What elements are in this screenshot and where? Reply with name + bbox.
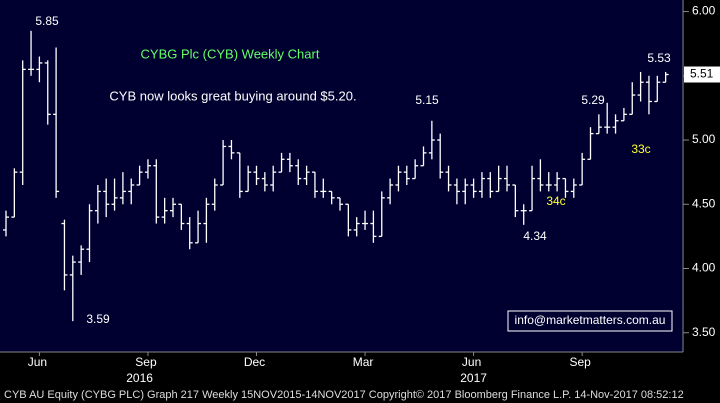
year-label: 2017 [460, 371, 487, 385]
email-box [507, 310, 673, 332]
chart-title: CYBG Plc (CYB) Weekly Chart [141, 46, 320, 61]
x-tick-label: Jun [462, 355, 481, 369]
y-tick-label: 6.00 [692, 4, 716, 18]
x-tick-label: Sep [569, 355, 591, 369]
annotation: 33c [631, 142, 650, 156]
annotation: 4.34 [523, 229, 547, 243]
annotation: 5.29 [581, 93, 605, 107]
y-tick-label: 5.00 [692, 132, 716, 146]
annotation: 5.85 [35, 14, 59, 28]
email-label: info@marketmatters.com.au [515, 313, 666, 327]
annotation: 34c [546, 194, 565, 208]
y-tick-label: 4.50 [692, 196, 716, 210]
last-price-label: 5.51 [690, 67, 714, 81]
y-tick-label: 3.50 [692, 325, 716, 339]
x-tick-label: Mar [353, 355, 374, 369]
x-tick-label: Sep [135, 355, 157, 369]
y-tick-label: 4.00 [692, 261, 716, 275]
plot-area [0, 0, 683, 352]
chart-subtitle: CYB now looks great buying around $5.20. [109, 88, 356, 103]
x-tick-label: Jun [28, 355, 47, 369]
footer: CYB AU Equity (CYBG PLC) Graph 217 Weekl… [4, 389, 684, 401]
year-label: 2016 [126, 371, 153, 385]
annotation: 5.53 [647, 51, 671, 65]
annotation: 3.59 [86, 312, 110, 326]
x-tick-label: Dec [244, 355, 265, 369]
last-price-box [684, 66, 720, 83]
annotation: 5.15 [415, 93, 439, 107]
